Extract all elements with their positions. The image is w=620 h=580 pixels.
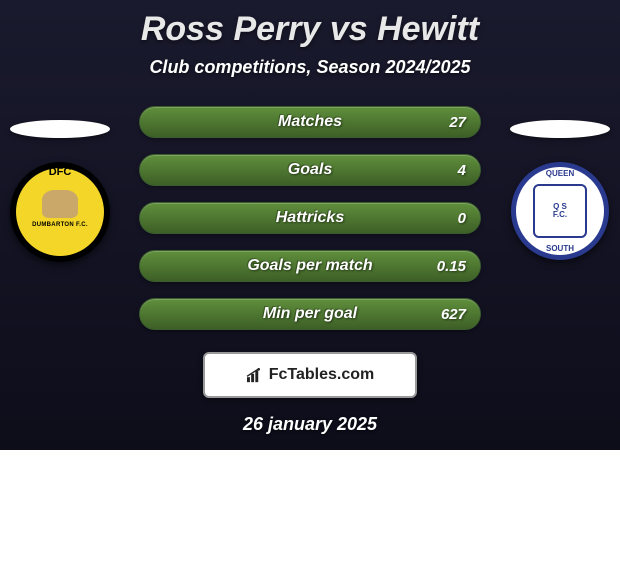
stat-label: Goals per match (247, 257, 372, 275)
stat-value: 0.15 (437, 258, 466, 275)
brand-text: FcTables.com (269, 366, 375, 384)
stat-bar-hattricks: Hattricks 0 (139, 202, 481, 234)
bars-icon (246, 368, 263, 383)
stat-bar-gpm: Goals per match 0.15 (139, 250, 481, 282)
stat-bar-mpg: Min per goal 627 (139, 298, 481, 330)
stat-label: Goals (288, 161, 332, 179)
stat-rows: Matches 27 Goals 4 Hattricks 0 Goals per… (0, 106, 620, 330)
stat-value: 627 (441, 306, 466, 323)
page-title: Ross Perry vs Hewitt (0, 0, 620, 49)
page-subtitle: Club competitions, Season 2024/2025 (0, 57, 620, 78)
card-date: 26 january 2025 (0, 414, 620, 435)
stat-bar-goals: Goals 4 (139, 154, 481, 186)
stat-value: 4 (458, 162, 466, 179)
stat-bar-matches: Matches 27 (139, 106, 481, 138)
brand-box: FcTables.com (203, 352, 417, 398)
stat-label: Min per goal (263, 305, 357, 323)
stat-value: 27 (449, 114, 466, 131)
stat-label: Hattricks (276, 209, 344, 227)
stats-card: Ross Perry vs Hewitt Club competitions, … (0, 0, 620, 450)
stat-label: Matches (278, 113, 342, 131)
stat-value: 0 (458, 210, 466, 227)
